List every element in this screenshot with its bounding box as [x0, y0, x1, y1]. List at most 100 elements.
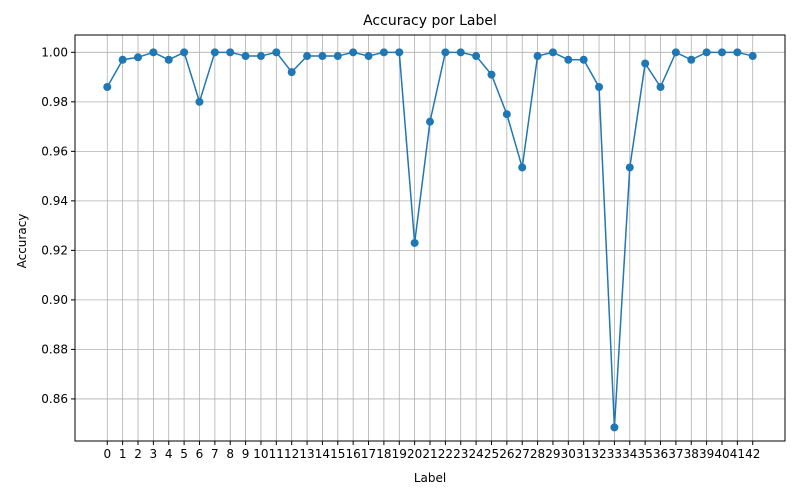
data-point [241, 52, 250, 61]
data-point [134, 53, 143, 62]
x-tick-label: 33 [607, 447, 622, 461]
x-tick-label: 25 [484, 447, 499, 461]
y-tick-label: 0.86 [41, 392, 68, 406]
x-tick-label: 31 [576, 447, 591, 461]
x-tick-label: 26 [499, 447, 514, 461]
data-point [518, 163, 527, 172]
x-tick-label: 41 [730, 447, 745, 461]
x-tick-label: 37 [668, 447, 683, 461]
data-point [210, 48, 219, 57]
data-point [564, 55, 573, 64]
x-tick-label: 0 [103, 447, 111, 461]
x-tick-label: 8 [226, 447, 234, 461]
data-point [379, 48, 388, 57]
x-tick-label: 7 [211, 447, 219, 461]
data-point [395, 48, 404, 57]
x-tick-label: 36 [653, 447, 668, 461]
x-tick-label: 15 [330, 447, 345, 461]
y-tick-label: 0.92 [41, 243, 68, 257]
data-point [118, 55, 127, 64]
y-tick-label: 0.94 [41, 194, 68, 208]
data-point [149, 48, 158, 57]
data-point [579, 55, 588, 64]
data-point [287, 68, 296, 77]
data-point [272, 48, 281, 57]
data-point [456, 48, 465, 57]
x-tick-label: 21 [422, 447, 437, 461]
x-tick-label: 12 [284, 447, 299, 461]
grid [75, 35, 785, 441]
data-point [318, 52, 327, 61]
data-point [717, 48, 726, 57]
x-tick-label: 38 [684, 447, 699, 461]
data-point [641, 59, 650, 68]
data-point [487, 70, 496, 79]
x-tick-label: 40 [714, 447, 729, 461]
data-point [164, 55, 173, 64]
data-point [103, 82, 112, 91]
x-tick-label: 27 [515, 447, 530, 461]
x-tick-label: 19 [392, 447, 407, 461]
x-tick-label: 1 [119, 447, 127, 461]
x-tick-label: 32 [591, 447, 606, 461]
y-tick-label: 1.00 [41, 45, 68, 59]
x-tick-label: 42 [745, 447, 760, 461]
y-tick-label: 0.96 [41, 144, 68, 158]
x-tick-label: 30 [561, 447, 576, 461]
data-point [303, 52, 312, 61]
x-tick-label: 34 [622, 447, 637, 461]
x-tick-label: 11 [269, 447, 284, 461]
data-point [410, 238, 419, 247]
x-tick-label: 9 [242, 447, 250, 461]
y-tick-label: 0.98 [41, 95, 68, 109]
x-tick-label: 20 [407, 447, 422, 461]
data-point [748, 52, 757, 61]
data-point [472, 52, 481, 61]
x-tick-label: 2 [134, 447, 142, 461]
x-tick-label: 17 [361, 447, 376, 461]
data-point [364, 52, 373, 61]
data-point [195, 97, 204, 106]
data-point [180, 48, 189, 57]
data-point [349, 48, 358, 57]
x-tick-label: 4 [165, 447, 173, 461]
data-point [333, 52, 342, 61]
data-point [441, 48, 450, 57]
data-point [671, 48, 680, 57]
x-tick-label: 29 [545, 447, 560, 461]
x-tick-label: 39 [699, 447, 714, 461]
data-point [502, 110, 511, 119]
data-point [226, 48, 235, 57]
data-point [625, 163, 634, 172]
data-point [533, 52, 542, 61]
chart-title: Accuracy por Label [363, 13, 497, 29]
x-tick-label: 6 [196, 447, 204, 461]
data-point [548, 48, 557, 57]
x-tick-label: 35 [638, 447, 653, 461]
x-tick-label: 28 [530, 447, 545, 461]
x-tick-label: 24 [468, 447, 483, 461]
data-point [256, 52, 265, 61]
x-tick-label: 16 [346, 447, 361, 461]
x-axis-title: Label [414, 471, 446, 485]
data-point [656, 82, 665, 91]
y-tick-label: 0.90 [41, 293, 68, 307]
x-tick-label: 22 [438, 447, 453, 461]
x-tick-label: 5 [180, 447, 188, 461]
x-tick-label: 3 [150, 447, 158, 461]
data-point [687, 55, 696, 64]
y-tick-label: 0.88 [41, 342, 68, 356]
x-tick-label: 23 [453, 447, 468, 461]
x-tick-label: 10 [253, 447, 268, 461]
data-point [702, 48, 711, 57]
axes: 0 1 2 3 4 5 6 7 8 9 10 11 12 13 14 15 16 17 18 19 20 21 22 23 24… [41, 34, 786, 461]
x-tick-label: 18 [376, 447, 391, 461]
data-point [595, 82, 604, 91]
x-tick-label: 14 [315, 447, 330, 461]
y-axis-title: Accuracy [15, 214, 29, 269]
data-point [610, 423, 619, 432]
plot-frame [74, 34, 786, 442]
data-point [426, 117, 434, 126]
x-tick-label: 13 [299, 447, 314, 461]
